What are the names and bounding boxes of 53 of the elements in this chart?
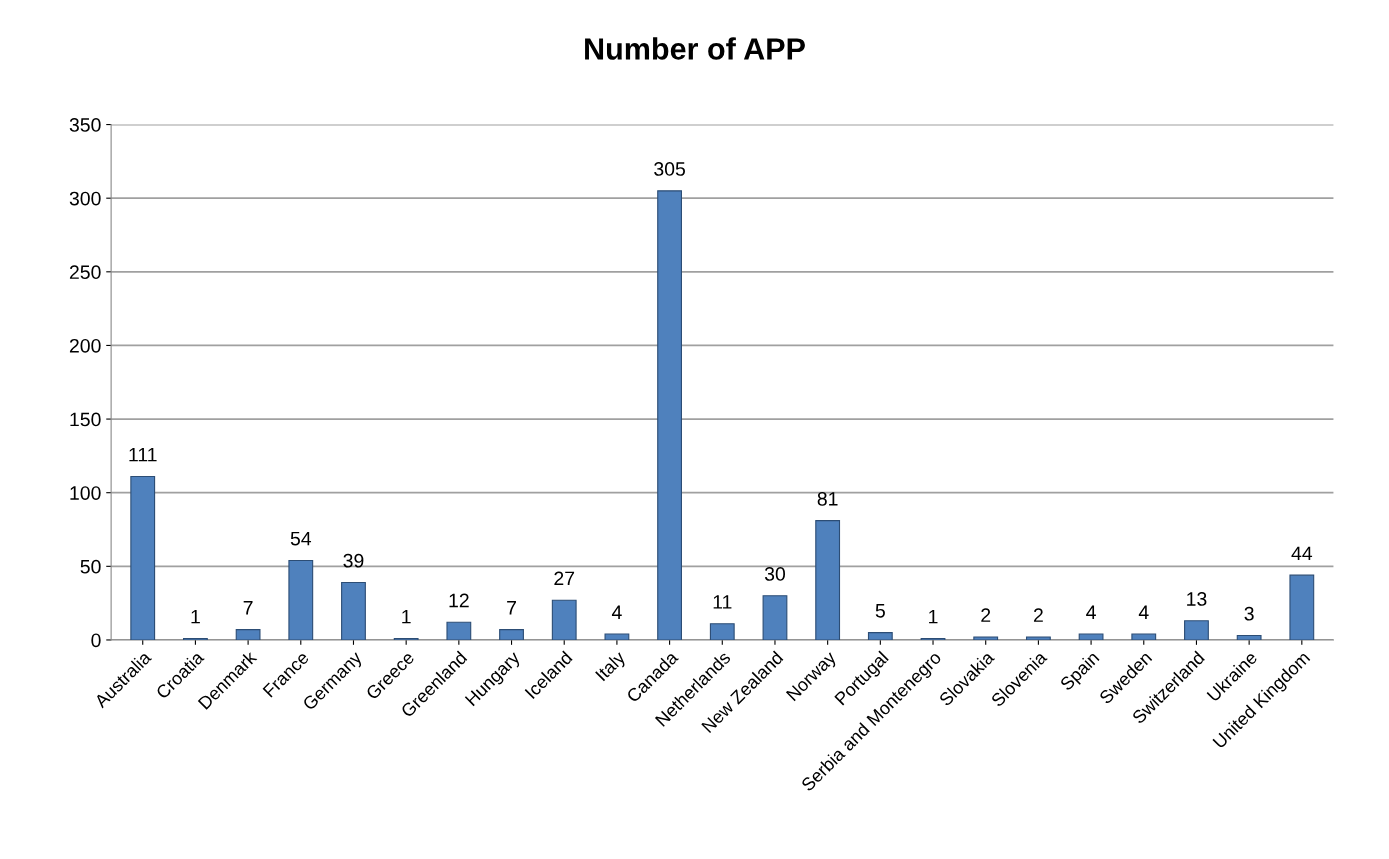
y-tick-label: 200 [69, 338, 101, 353]
bar [973, 636, 999, 640]
data-label: 1 [929, 609, 938, 624]
data-label: 2 [981, 608, 991, 622]
data-label: 5 [875, 604, 885, 618]
bar [499, 629, 524, 640]
data-label: 27 [554, 571, 575, 586]
y-tick-label: 0 [91, 633, 101, 648]
data-label: 44 [1291, 546, 1313, 561]
data-label: 7 [243, 601, 253, 615]
data-label: 2 [1033, 608, 1043, 622]
data-label: 3 [1244, 606, 1254, 621]
bar [288, 559, 314, 640]
y-tick-label: 250 [69, 265, 101, 280]
data-label: 305 [654, 162, 685, 176]
chart-title: Number of APP [585, 37, 805, 60]
data-label: 4 [611, 605, 622, 619]
bar [604, 633, 630, 640]
y-tick-label: 150 [70, 412, 101, 427]
bar [815, 520, 841, 640]
data-label: 4 [1086, 605, 1096, 619]
bar [657, 190, 683, 640]
bar [709, 623, 735, 640]
bar [1131, 633, 1157, 640]
y-tick-label: 300 [69, 191, 101, 206]
data-label: 30 [764, 567, 786, 581]
data-label: 7 [507, 601, 516, 615]
bar [341, 581, 366, 640]
bar [1078, 633, 1104, 640]
bar [235, 629, 261, 640]
bar [551, 599, 577, 640]
x-tick-label: Italy [594, 649, 629, 684]
data-label: 111 [129, 447, 157, 462]
bar [867, 632, 893, 640]
bar [130, 475, 156, 640]
bar [1236, 634, 1262, 640]
data-label: 11 [713, 595, 732, 609]
bar [1289, 574, 1315, 640]
data-label: 13 [1187, 592, 1207, 606]
y-tick-label: 100 [70, 486, 101, 500]
y-tick-label: 350 [69, 118, 101, 132]
bar [1025, 636, 1051, 640]
data-label: 81 [817, 491, 838, 506]
data-label: 54 [290, 531, 312, 546]
data-label: 4 [1138, 605, 1149, 619]
bar [762, 595, 788, 640]
y-tick-label: 50 [80, 559, 101, 574]
bar [446, 621, 472, 640]
bar [1184, 620, 1209, 640]
data-label: 1 [402, 609, 411, 624]
data-label: 39 [343, 553, 364, 568]
data-label: 1 [191, 609, 200, 624]
data-label: 12 [449, 593, 469, 608]
